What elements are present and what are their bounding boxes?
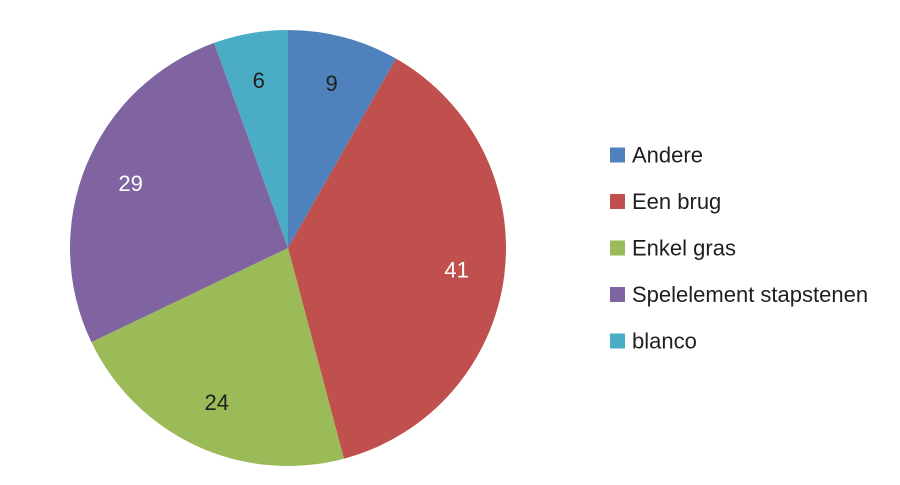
legend-item-andere: Andere [610, 143, 703, 168]
pie-slice-enkel-gras [91, 248, 344, 466]
legend-swatch-blanco [610, 333, 625, 349]
legend: Andere Een brug Enkel gras Spelelement stap… [610, 143, 868, 354]
legend-label-spelelement-stapstenen: Spelelement stapstenen [632, 282, 868, 307]
legend-label-blanco: blanco [632, 329, 697, 354]
legend-item-enkel-gras: Enkel gras [610, 236, 736, 261]
data-label-andere: 9 [325, 71, 337, 96]
legend-label-andere: Andere [632, 143, 703, 168]
legend-swatch-een-brug [610, 194, 625, 209]
pie-data-labels: 9 41 24 29 6 [118, 68, 468, 415]
legend-item-een-brug: Een brug [610, 189, 721, 214]
pie-slice-blanco [214, 30, 288, 248]
data-label-blanco: 6 [253, 68, 265, 93]
pie-slices [69, 30, 506, 466]
pie-slice-een-brug [288, 58, 506, 459]
data-label-spelelement-stapstenen: 29 [118, 171, 142, 196]
legend-swatch-andere [610, 147, 625, 163]
legend-item-spelelement-stapstenen: Spelelement stapstenen [610, 282, 868, 307]
pie-slice-spelelement-stapstenen [69, 42, 288, 343]
legend-label-enkel-gras: Enkel gras [632, 236, 736, 261]
legend-label-een-brug: Een brug [632, 189, 721, 214]
data-label-enkel-gras: 24 [205, 390, 229, 415]
legend-item-blanco: blanco [610, 329, 697, 354]
data-label-een-brug: 41 [444, 257, 468, 282]
legend-swatch-spelelement-stapstenen [610, 287, 625, 302]
pie-slice-andere [288, 30, 397, 248]
legend-swatch-enkel-gras [610, 240, 625, 256]
